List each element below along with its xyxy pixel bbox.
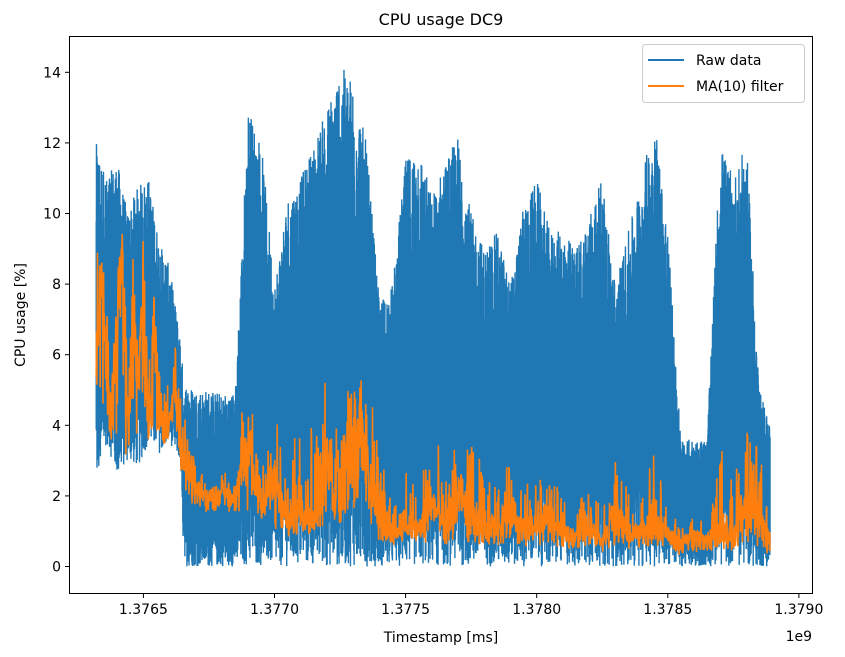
ma-filter-series	[95, 234, 771, 555]
y-axis-label: CPU usage [%]	[13, 263, 29, 367]
x-tick-label: 1.3770	[250, 602, 299, 618]
plot-area	[95, 69, 771, 567]
ma-filter-line	[95, 234, 771, 555]
y-tick-label: 14	[43, 65, 61, 81]
y-tick-label: 2	[52, 489, 61, 505]
x-axis-offset-label: 1e9	[786, 629, 812, 645]
legend-label-ma: MA(10) filter	[696, 79, 784, 95]
legend: Raw data MA(10) filter	[642, 44, 805, 103]
x-axis-label: Timestamp [ms]	[383, 630, 498, 646]
y-tick-label: 4	[52, 418, 61, 434]
chart-title: CPU usage DC9	[379, 10, 504, 29]
x-tick-label: 1.3775	[381, 602, 430, 618]
raw-data-line	[95, 69, 771, 567]
y-tick-label: 6	[52, 348, 61, 364]
y-tick-label: 10	[43, 207, 61, 223]
legend-label-raw: Raw data	[696, 53, 761, 69]
x-tick-label: 1.3765	[119, 602, 168, 618]
x-axis-ticks: 1.3765 1.3770 1.3775 1.3780 1.3785 1.3790	[119, 593, 823, 618]
raw-data-series	[95, 69, 771, 567]
x-tick-label: 1.3780	[512, 602, 561, 618]
y-tick-label: 12	[43, 136, 61, 152]
x-tick-label: 1.3785	[643, 602, 692, 618]
y-tick-label: 8	[52, 277, 61, 293]
x-tick-label: 1.3790	[774, 602, 823, 618]
y-axis-ticks: 0 2 4 6 8 10 12 14	[43, 65, 70, 576]
y-tick-label: 0	[52, 560, 61, 576]
axes-frame	[69, 36, 813, 594]
